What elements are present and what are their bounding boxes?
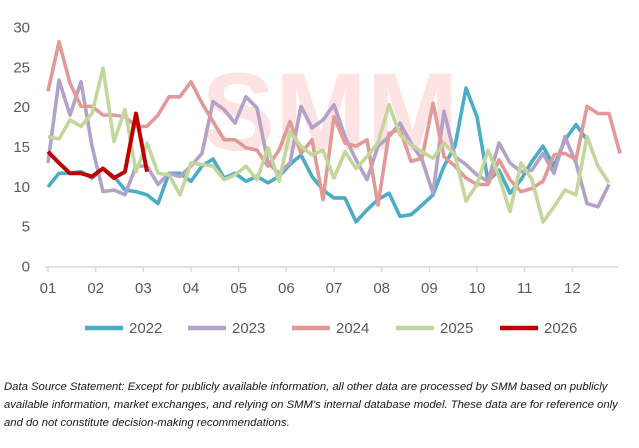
legend-label: 2024 (336, 320, 369, 337)
x-tick-label: 02 (87, 280, 104, 297)
series-line-2023 (46, 78, 611, 209)
y-tick-label: 5 (22, 219, 30, 236)
legend-item-2026: 2026 (500, 320, 577, 337)
series-line-2024 (46, 40, 622, 207)
y-tick-label: 25 (13, 59, 30, 76)
y-tick-label: 0 (22, 259, 30, 276)
x-tick-label: 11 (517, 280, 533, 297)
x-tick-label: 08 (373, 280, 390, 297)
series-line-2026 (46, 111, 149, 181)
x-tick-label: 12 (564, 280, 581, 297)
legend-item-2025: 2025 (396, 320, 473, 337)
y-tick-label: 15 (13, 139, 30, 156)
x-tick-label: 05 (230, 280, 247, 297)
series-line-2025 (47, 66, 611, 224)
legend-label: 2025 (440, 320, 473, 337)
x-tick-label: 07 (326, 280, 343, 297)
legend-item-2023: 2023 (188, 320, 265, 337)
legend-label: 2026 (544, 320, 577, 337)
y-tick-label: 20 (13, 99, 30, 116)
legend-item-2022: 2022 (85, 320, 162, 337)
data-source-statement: Data Source Statement: Except for public… (4, 381, 618, 429)
legend-label: 2022 (129, 320, 162, 337)
x-tick-label: 04 (183, 280, 200, 297)
legend-item-2024: 2024 (292, 320, 369, 337)
x-tick-label: 10 (469, 280, 486, 297)
x-tick-label: 09 (421, 280, 438, 297)
legend-label: 2023 (232, 320, 265, 337)
y-tick-label: 30 (13, 20, 30, 37)
x-tick-label: 06 (278, 280, 295, 297)
y-tick-label: 10 (13, 179, 30, 196)
x-tick-label: 03 (135, 280, 152, 297)
x-tick-label: 01 (40, 280, 57, 297)
